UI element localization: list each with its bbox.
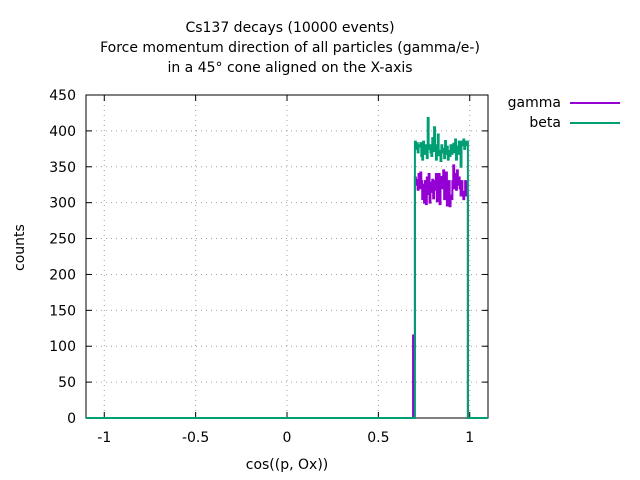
x-axis-label: cos((p, Ox)) [245,457,329,473]
legend-label-gamma: gamma [507,95,561,111]
series-line-beta [86,116,488,419]
legend-label-beta: beta [529,115,561,131]
y-axis-label: counts [12,224,28,271]
y-tick-label: 300 [49,196,76,212]
x-tick-label: 1 [465,430,474,446]
x-tick-label: -1 [97,430,111,446]
y-tick-label: 350 [49,160,76,176]
chart-title-line-2: Force momentum direction of all particle… [100,40,480,56]
y-tick-label: 100 [49,339,76,355]
x-tick-label: -0.5 [182,430,209,446]
x-tick-label: 0.5 [367,430,389,446]
y-tick-label: 250 [49,232,76,248]
x-tick-label: 0 [283,430,292,446]
y-tick-label: 50 [58,375,76,391]
y-tick-label: 150 [49,303,76,319]
y-tick-label: 0 [67,411,76,427]
y-tick-label: 200 [49,267,76,283]
y-tick-label: 400 [49,124,76,140]
chart-title-line-3: in a 45° cone aligned on the X-axis [167,60,413,76]
y-tick-label: 450 [49,88,76,104]
series-line-gamma [86,164,488,419]
chart-title-line-1: Cs137 decays (10000 events) [185,20,395,36]
